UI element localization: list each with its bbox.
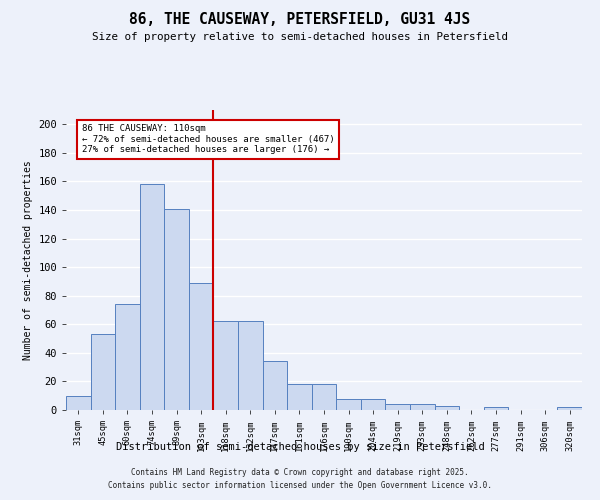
Bar xyxy=(287,384,312,410)
Y-axis label: Number of semi-detached properties: Number of semi-detached properties xyxy=(23,160,32,360)
Text: Contains public sector information licensed under the Open Government Licence v3: Contains public sector information licen… xyxy=(108,482,492,490)
Bar xyxy=(115,304,140,410)
Text: 86 THE CAUSEWAY: 110sqm
← 72% of semi-detached houses are smaller (467)
27% of s: 86 THE CAUSEWAY: 110sqm ← 72% of semi-de… xyxy=(82,124,335,154)
Bar xyxy=(336,398,361,410)
Bar xyxy=(214,322,238,410)
Bar xyxy=(484,407,508,410)
Bar xyxy=(385,404,410,410)
Bar xyxy=(410,404,434,410)
Text: Size of property relative to semi-detached houses in Petersfield: Size of property relative to semi-detach… xyxy=(92,32,508,42)
Bar xyxy=(434,406,459,410)
Bar xyxy=(66,396,91,410)
Bar xyxy=(238,322,263,410)
Bar xyxy=(164,208,189,410)
Bar xyxy=(91,334,115,410)
Text: Contains HM Land Registry data © Crown copyright and database right 2025.: Contains HM Land Registry data © Crown c… xyxy=(131,468,469,477)
Bar xyxy=(557,407,582,410)
Bar xyxy=(140,184,164,410)
Bar xyxy=(312,384,336,410)
Text: 86, THE CAUSEWAY, PETERSFIELD, GU31 4JS: 86, THE CAUSEWAY, PETERSFIELD, GU31 4JS xyxy=(130,12,470,28)
Bar xyxy=(263,362,287,410)
Bar xyxy=(361,398,385,410)
Bar xyxy=(189,283,214,410)
Text: Distribution of semi-detached houses by size in Petersfield: Distribution of semi-detached houses by … xyxy=(116,442,484,452)
